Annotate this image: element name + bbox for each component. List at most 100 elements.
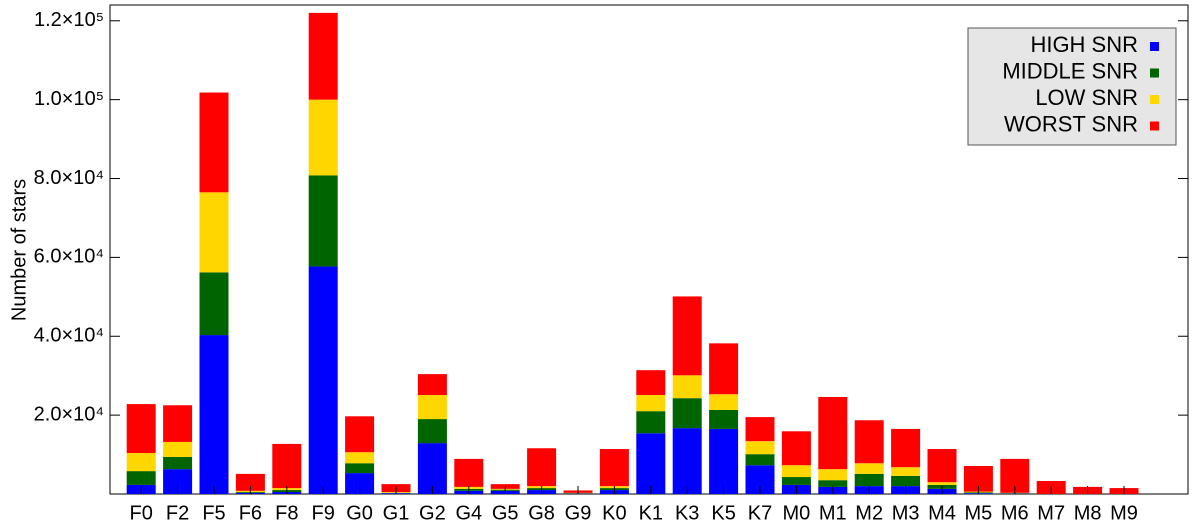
legend-box [967,27,1177,146]
y-tick-label: 4.0×10⁴ [34,325,104,347]
x-tick-label: M9 [1110,502,1138,524]
bar-segment [927,449,957,483]
bar-segment [163,456,193,470]
x-tick-label: G2 [419,502,446,524]
y-axis-label: Number of stars [8,179,30,321]
bar-segment [891,467,921,476]
y-tick-label: 1.2×10⁵ [34,9,104,31]
bar-segment [781,477,811,485]
bar-segment [163,405,193,442]
bar-segment [745,454,775,466]
bar-segment [126,471,156,485]
bar-segment [636,370,666,396]
x-tick-label: M3 [892,502,920,524]
bar-segment [308,266,338,494]
bar-segment [272,443,302,489]
legend-swatch [1150,95,1159,104]
bar-segment [126,404,156,453]
bar-segment [818,469,848,481]
bar-segment [672,375,702,399]
bar-segment [709,343,739,395]
x-tick-label: M2 [855,502,883,524]
x-tick-label: K3 [675,502,699,524]
x-tick-label: M5 [965,502,993,524]
bar-segment [417,443,447,494]
bar-segment [709,394,739,411]
bar-segment [927,482,957,485]
x-tick-label: K0 [602,502,626,524]
bar-segment [854,473,884,487]
y-tick-label: 6.0×10⁴ [34,246,104,268]
bar-segment [709,410,739,429]
x-tick-label: G8 [528,502,555,524]
y-tick-label: 2.0×10⁴ [34,403,104,425]
y-tick-label: 8.0×10⁴ [34,167,104,189]
legend-swatch [1150,68,1159,78]
x-tick-label: K7 [748,502,772,524]
bar-segment [126,452,156,472]
bar-segment [818,396,848,470]
bar-segment [781,465,811,478]
bar-segment [345,452,375,464]
bar-segment [308,99,338,176]
bar-segment [417,374,447,396]
bar-segment [818,480,848,487]
x-tick-label: G0 [346,502,373,524]
bar-segment [199,335,229,494]
x-tick-label: F2 [166,502,189,524]
x-tick-label: G1 [383,502,410,524]
x-tick-label: K1 [639,502,663,524]
bar-segment [199,272,229,336]
bar-segment [199,92,229,193]
bar-segment [345,416,375,453]
bar-segment [345,473,375,494]
bar-segment [527,448,557,487]
bar-segment [745,417,775,442]
x-tick-label: F0 [130,502,153,524]
legend-label: WORST SNR [1004,111,1138,136]
bar-segment [672,428,702,494]
bar-segment [199,192,229,273]
x-tick-label: F9 [312,502,335,524]
bar-segment [636,395,666,412]
bar-segment [636,433,666,494]
legend-label: LOW SNR [1035,85,1138,110]
x-tick-label: F5 [202,502,225,524]
bar-segment [345,463,375,474]
bar-segment [672,296,702,376]
bar-segment [599,449,629,487]
bar-segment [891,428,921,468]
bar-segment [672,398,702,429]
bar-segment [745,441,775,455]
bar-segment [308,12,338,100]
x-tick-label: M4 [928,502,956,524]
legend-label: MIDDLE SNR [1002,58,1138,83]
legend-swatch [1150,42,1159,51]
bar-segment [235,473,265,491]
x-tick-label: M6 [1001,502,1029,524]
legend-swatch [1150,121,1159,131]
bar-segment [891,475,921,487]
x-tick-label: M7 [1037,502,1065,524]
bar-segment [854,463,884,474]
x-tick-label: G9 [565,502,592,524]
bar-segment [308,175,338,267]
bar-segment [636,411,666,434]
x-tick-label: M1 [819,502,847,524]
x-tick-label: M0 [783,502,811,524]
x-tick-label: G5 [492,502,519,524]
bar-segment [781,431,811,466]
x-tick-label: F8 [275,502,298,524]
y-tick-label: 1.0×10⁵ [34,88,104,110]
x-tick-label: G4 [455,502,482,524]
bar-segment [417,419,447,444]
bar-segment [854,420,884,464]
bar-segment [417,395,447,420]
x-tick-label: M8 [1074,502,1102,524]
bar-segment [454,458,484,487]
bar-segment [709,428,739,494]
x-tick-label: F6 [239,502,262,524]
bar-segment [163,441,193,457]
x-tick-label: K5 [711,502,735,524]
